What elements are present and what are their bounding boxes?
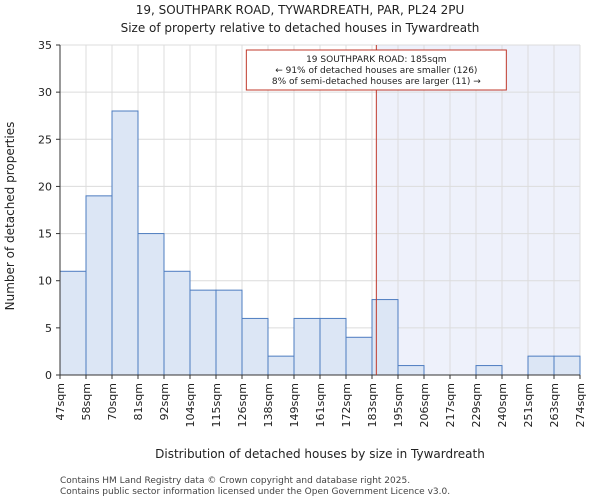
x-tick-label: 217sqm — [444, 383, 457, 427]
x-tick-label: 240sqm — [496, 383, 509, 427]
y-tick-label: 0 — [45, 369, 52, 382]
bar-251sqm — [527, 355, 555, 376]
x-tick-label: 138sqm — [262, 383, 275, 427]
x-tick-label: 92sqm — [158, 383, 171, 420]
annotation-line-2: ← 91% of detached houses are smaller (12… — [275, 66, 477, 76]
footer-line-1: Contains HM Land Registry data © Crown c… — [60, 476, 410, 486]
x-tick-label: 58sqm — [80, 383, 93, 420]
bar-126sqm — [241, 317, 269, 376]
bar-70sqm — [111, 110, 139, 376]
x-tick-label: 263sqm — [548, 383, 561, 427]
x-tick-label: 70sqm — [106, 383, 119, 420]
x-tick-label: 274sqm — [574, 383, 587, 427]
bar-92sqm — [163, 270, 191, 376]
bar-138sqm — [267, 355, 295, 376]
y-tick-label: 25 — [38, 133, 52, 146]
x-tick-label: 47sqm — [54, 383, 67, 420]
x-tick-label: 104sqm — [184, 383, 197, 427]
bar-263sqm — [553, 355, 581, 376]
annotation-line-1: 19 SOUTHPARK ROAD: 185sqm — [306, 55, 447, 65]
bar-81sqm — [137, 233, 165, 376]
x-tick-label: 81sqm — [132, 383, 145, 420]
x-tick-label: 206sqm — [418, 383, 431, 427]
bar-195sqm — [397, 365, 425, 376]
plot-area: 0 5 10 15 20 25 30 35 47sqm 58sqm 70sqm 81sqm 92sqm 1… — [38, 39, 587, 427]
y-tick-label: 35 — [38, 39, 52, 52]
y-axis-label: Number of detached properties — [3, 122, 17, 311]
chart-subtitle: Size of property relative to detached ho… — [121, 21, 480, 35]
bar-149sqm — [293, 317, 321, 376]
annotation-line-3: 8% of semi-detached houses are larger (1… — [272, 77, 481, 87]
x-tick-label: 229sqm — [470, 383, 483, 427]
annotation-box — [245, 49, 507, 91]
bar-58sqm — [85, 195, 113, 376]
x-tick-label: 161sqm — [314, 383, 327, 427]
bar-229sqm — [475, 365, 503, 376]
chart-title: 19, SOUTHPARK ROAD, TYWARDREATH, PAR, PL… — [136, 3, 465, 17]
bar-161sqm — [319, 317, 347, 376]
x-tick-label: 172sqm — [340, 383, 353, 427]
y-tick-label: 20 — [38, 180, 52, 193]
x-tick-label: 115sqm — [210, 383, 223, 427]
x-axis-label: Distribution of detached houses by size … — [155, 447, 485, 461]
x-tick-label: 195sqm — [392, 383, 405, 427]
bar-104sqm — [189, 289, 217, 376]
x-tick-label: 251sqm — [522, 383, 535, 427]
bar-115sqm — [215, 289, 243, 376]
y-tick-label: 15 — [38, 228, 52, 241]
y-tick-label: 5 — [45, 322, 52, 335]
x-tick-label: 149sqm — [288, 383, 301, 427]
y-tick-label: 30 — [38, 86, 52, 99]
x-tick-label: 183sqm — [366, 383, 379, 427]
bar-172sqm — [345, 336, 373, 376]
y-tick-label: 10 — [38, 275, 52, 288]
highlight-region — [376, 45, 580, 375]
bar-47sqm — [59, 270, 87, 376]
footer-line-2: Contains public sector information licen… — [60, 487, 450, 497]
x-tick-label: 126sqm — [236, 383, 249, 427]
